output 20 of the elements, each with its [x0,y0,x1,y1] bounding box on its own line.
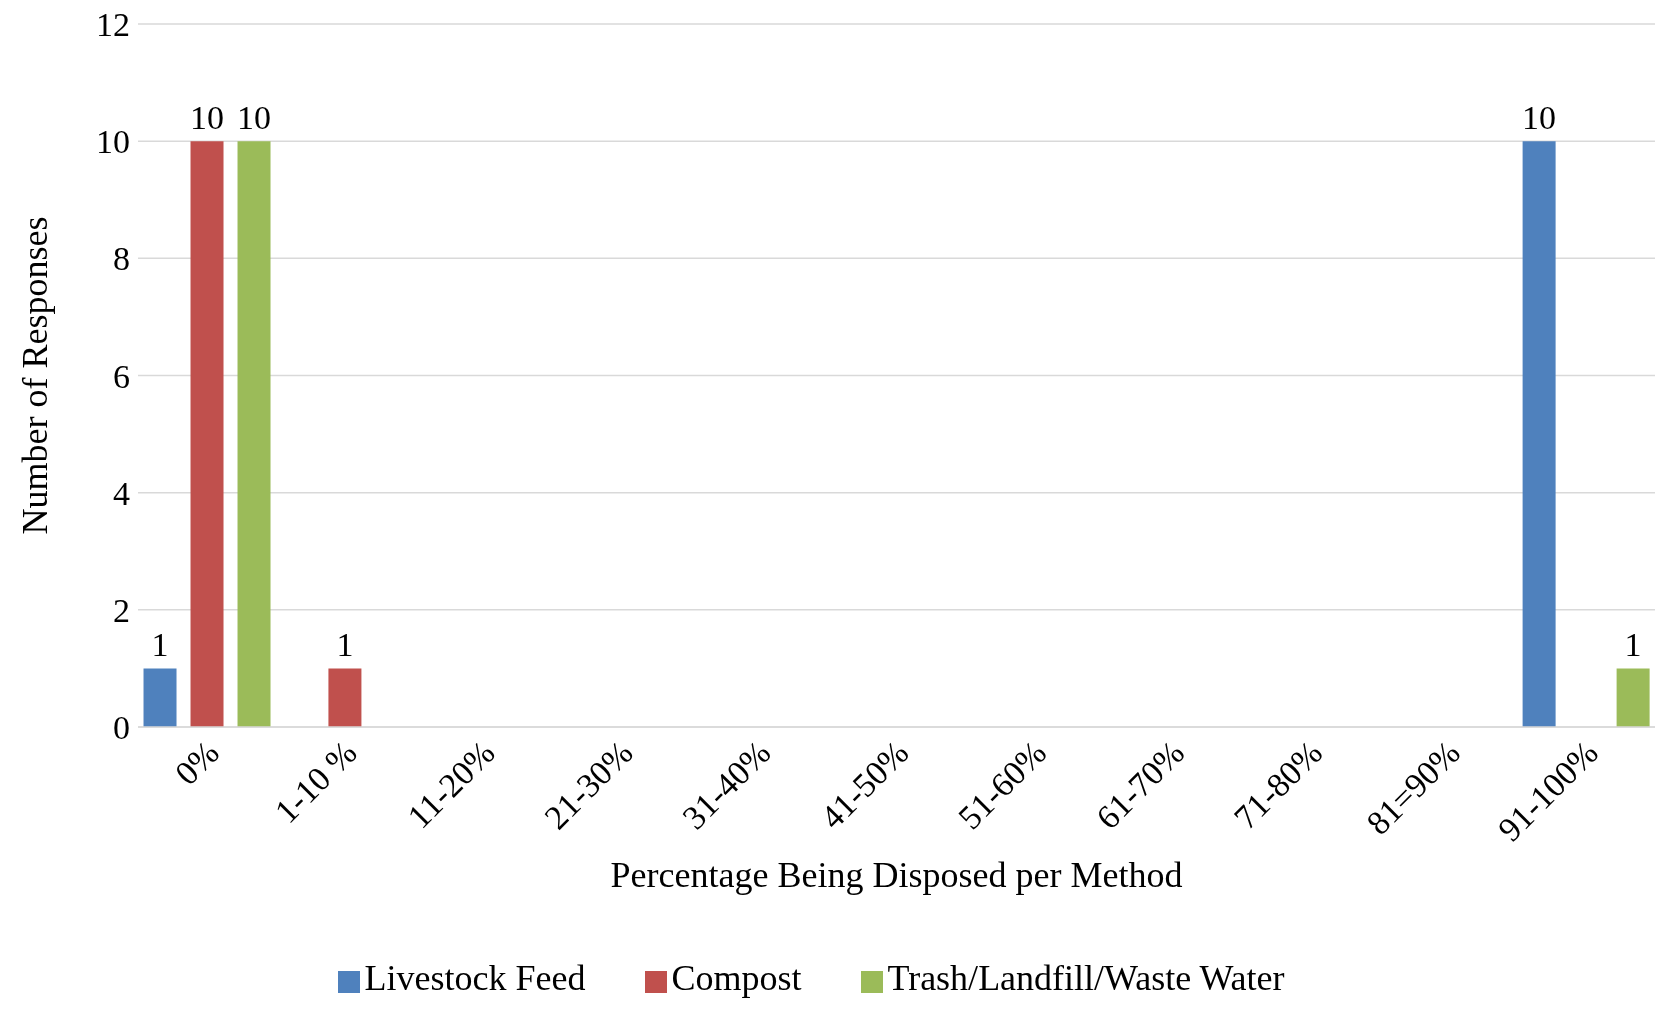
y-tick-label: 2 [113,591,130,629]
data-label: 10 [190,99,225,137]
data-label: 1 [151,626,169,664]
legend-label: Trash/Landfill/Waste Water [887,958,1285,998]
x-axis-title: Percentage Being Disposed per Method [610,855,1183,895]
y-tick-label: 12 [96,6,130,44]
y-tick-label: 10 [96,123,130,161]
y-tick-label: 8 [113,240,130,278]
data-label: 1 [1624,626,1642,664]
legend-label: Livestock Feed [364,958,586,998]
legend-label: Compost [671,958,802,998]
data-label: 1 [336,626,354,664]
x-tick-label: 0% [167,733,226,792]
y-tick-label: 0 [113,709,130,747]
data-label: 10 [237,99,272,137]
y-tick-label: 6 [113,357,130,395]
data-label: 10 [1522,99,1557,137]
x-tick-label: 1-10 % [267,733,364,831]
y-axis-title: Number of Responses [14,216,55,535]
y-tick-label: 4 [113,474,130,512]
